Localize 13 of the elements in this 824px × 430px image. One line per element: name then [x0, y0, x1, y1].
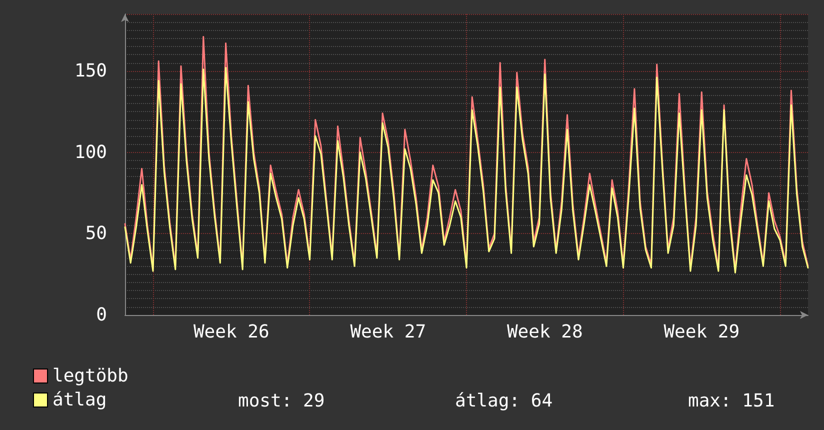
- text: átlag: 64: [455, 390, 553, 412]
- text: max: 151: [688, 390, 775, 412]
- x-tick-label: Week 28: [506, 322, 583, 342]
- x-tick-label: Week 26: [193, 322, 270, 342]
- y-tick-label: 150: [74, 60, 107, 82]
- y-tick-label: 50: [85, 223, 107, 244]
- x-tick-label: Week 29: [664, 322, 740, 342]
- legend-label: átlag: [52, 390, 107, 410]
- x-tick-label: Week 27: [350, 322, 426, 342]
- text: most: 29: [238, 390, 325, 412]
- y-tick-label: 100: [74, 142, 107, 163]
- y-tick-label: 0: [96, 304, 107, 326]
- legend-label: legtöbb: [52, 366, 128, 386]
